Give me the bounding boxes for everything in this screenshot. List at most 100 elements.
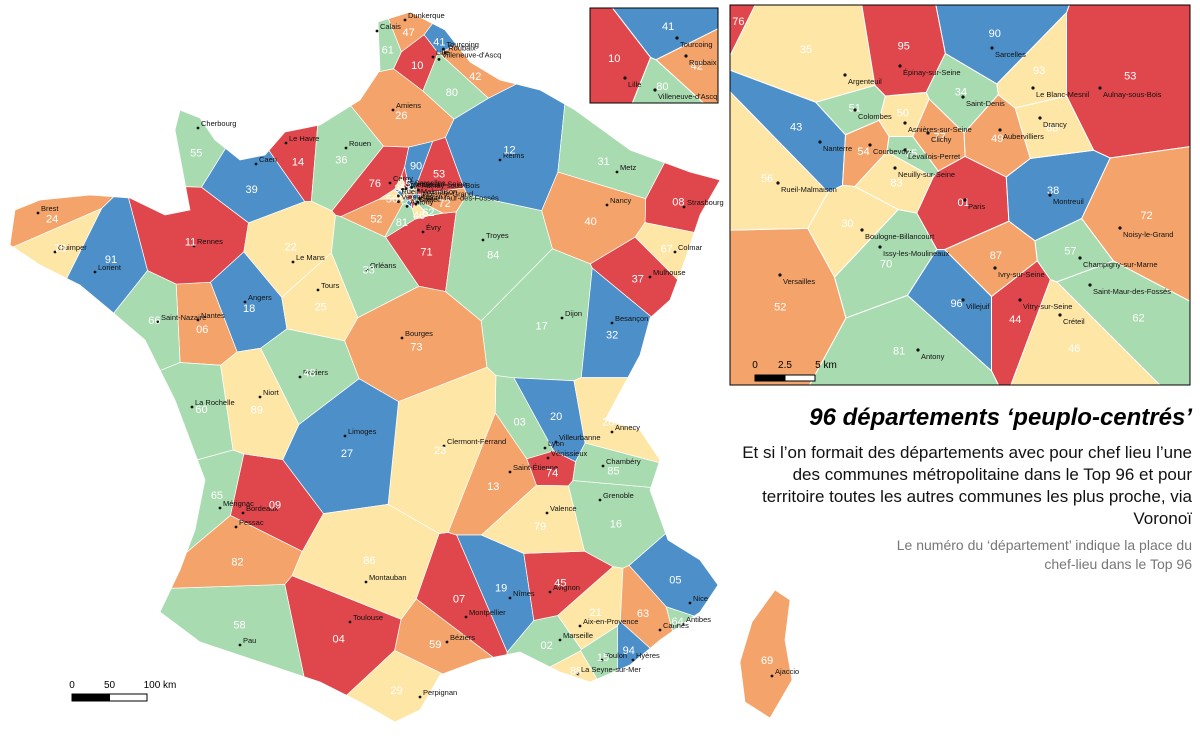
city-dot bbox=[578, 624, 582, 628]
city-dot bbox=[1098, 86, 1102, 90]
department-cell bbox=[617, 620, 651, 671]
city-label: Montpellier bbox=[469, 608, 506, 617]
department-number: 90 bbox=[410, 161, 422, 173]
city-label: Le Mans bbox=[296, 253, 325, 262]
city-label: Boulogne-Billancourt bbox=[865, 232, 935, 241]
department-number: 07 bbox=[453, 594, 465, 606]
city-dot bbox=[1058, 313, 1062, 317]
city-dot bbox=[990, 46, 994, 50]
department-number: 60 bbox=[195, 404, 207, 416]
city-label: Saint-Maur-des-Fossés bbox=[1093, 287, 1171, 296]
city-dot bbox=[615, 170, 619, 174]
city-dot bbox=[238, 643, 242, 647]
city-dot bbox=[682, 205, 686, 209]
department-cell bbox=[344, 285, 488, 402]
city-dot bbox=[298, 375, 302, 379]
city-dot bbox=[548, 590, 552, 594]
department-number: 63 bbox=[637, 608, 649, 620]
department-number: 56 bbox=[761, 173, 773, 185]
scale-label: 100 km bbox=[144, 680, 177, 691]
city-dot bbox=[396, 194, 400, 198]
city-label: Tours bbox=[321, 281, 340, 290]
city-label: Niort bbox=[263, 388, 280, 397]
department-number: 08 bbox=[672, 196, 684, 208]
city-label: Versailles bbox=[783, 277, 815, 286]
city-label: Aulnay-sous-Bois bbox=[1103, 90, 1162, 99]
city-dot bbox=[218, 506, 222, 510]
department-number: 26 bbox=[395, 110, 407, 122]
city-dot bbox=[600, 658, 604, 662]
city-dot bbox=[93, 270, 97, 274]
city-label: Versailles bbox=[401, 193, 433, 202]
department-number: 31 bbox=[597, 156, 609, 168]
main-scale-bar: 0 50 100 km bbox=[69, 680, 177, 702]
department-number: 54 bbox=[857, 146, 869, 158]
department-number: 24 bbox=[46, 213, 58, 225]
city-label: Nancy bbox=[610, 196, 632, 205]
department-number: 53 bbox=[433, 168, 445, 180]
department-number: 80 bbox=[446, 87, 458, 99]
city-dot bbox=[818, 140, 822, 144]
department-number: 25 bbox=[314, 302, 326, 314]
city-dot bbox=[400, 336, 404, 340]
department-cell bbox=[159, 584, 305, 678]
city-label: Dijon bbox=[565, 309, 582, 318]
city-label: Lyon bbox=[548, 439, 564, 448]
department-cell bbox=[739, 589, 793, 719]
city-label: Lille bbox=[628, 80, 641, 89]
department-number: 46 bbox=[413, 210, 425, 222]
department-cell bbox=[1082, 144, 1190, 309]
city-dot bbox=[291, 260, 295, 264]
city-dot bbox=[156, 320, 160, 324]
city-dot bbox=[397, 200, 400, 204]
city-label: Brest bbox=[41, 204, 59, 213]
department-number: 93 bbox=[1033, 65, 1045, 77]
city-dot bbox=[375, 29, 379, 33]
city-dot bbox=[53, 250, 57, 254]
department-number: 20 bbox=[550, 411, 562, 423]
city-dot bbox=[843, 73, 847, 77]
department-number: 76 bbox=[369, 178, 381, 190]
scale-label: 50 bbox=[104, 680, 116, 691]
title: 96 départements ‘peuplo-centrés’ bbox=[809, 404, 1192, 431]
city-dot bbox=[770, 674, 774, 678]
city-dot bbox=[878, 245, 882, 249]
department-cell bbox=[401, 165, 410, 191]
department-number: 02 bbox=[541, 640, 553, 652]
department-cell bbox=[402, 193, 409, 199]
department-number: 48 bbox=[303, 368, 315, 380]
city-dot bbox=[926, 131, 930, 135]
city-label: Noisy-le-Grand bbox=[423, 190, 473, 199]
department-number: 04 bbox=[332, 633, 344, 645]
city-dot bbox=[1118, 226, 1122, 230]
city-label: Épinay-sur-Seine bbox=[903, 68, 961, 77]
city-dot bbox=[776, 181, 780, 185]
department-number: 45 bbox=[554, 577, 566, 589]
city-label: Besançon bbox=[615, 314, 648, 323]
department-number: 30 bbox=[841, 218, 853, 230]
department-number: 64 bbox=[672, 616, 684, 628]
department-number: 16 bbox=[610, 519, 622, 531]
department-number: 75 bbox=[905, 148, 917, 160]
department-number: 03 bbox=[513, 417, 525, 429]
city-dot bbox=[998, 128, 1002, 132]
city-dot bbox=[498, 158, 502, 162]
department-number: 89 bbox=[251, 405, 263, 417]
city-dot bbox=[1078, 256, 1082, 260]
city-dot bbox=[558, 638, 562, 642]
city-dot bbox=[653, 88, 657, 92]
city-label: Calais bbox=[380, 22, 401, 31]
city-label: Angers bbox=[248, 293, 272, 302]
city-label: Orléans bbox=[370, 261, 397, 270]
city-dot bbox=[961, 298, 965, 302]
department-number: 18 bbox=[243, 303, 255, 315]
department-number: 95 bbox=[898, 41, 910, 53]
city-dot bbox=[993, 266, 997, 270]
department-cell bbox=[549, 650, 598, 683]
city-dot bbox=[443, 51, 447, 54]
department-number: 42 bbox=[469, 71, 481, 83]
city-label: Argenteuil bbox=[848, 77, 882, 86]
city-dot bbox=[234, 525, 238, 529]
city-dot bbox=[675, 36, 679, 40]
